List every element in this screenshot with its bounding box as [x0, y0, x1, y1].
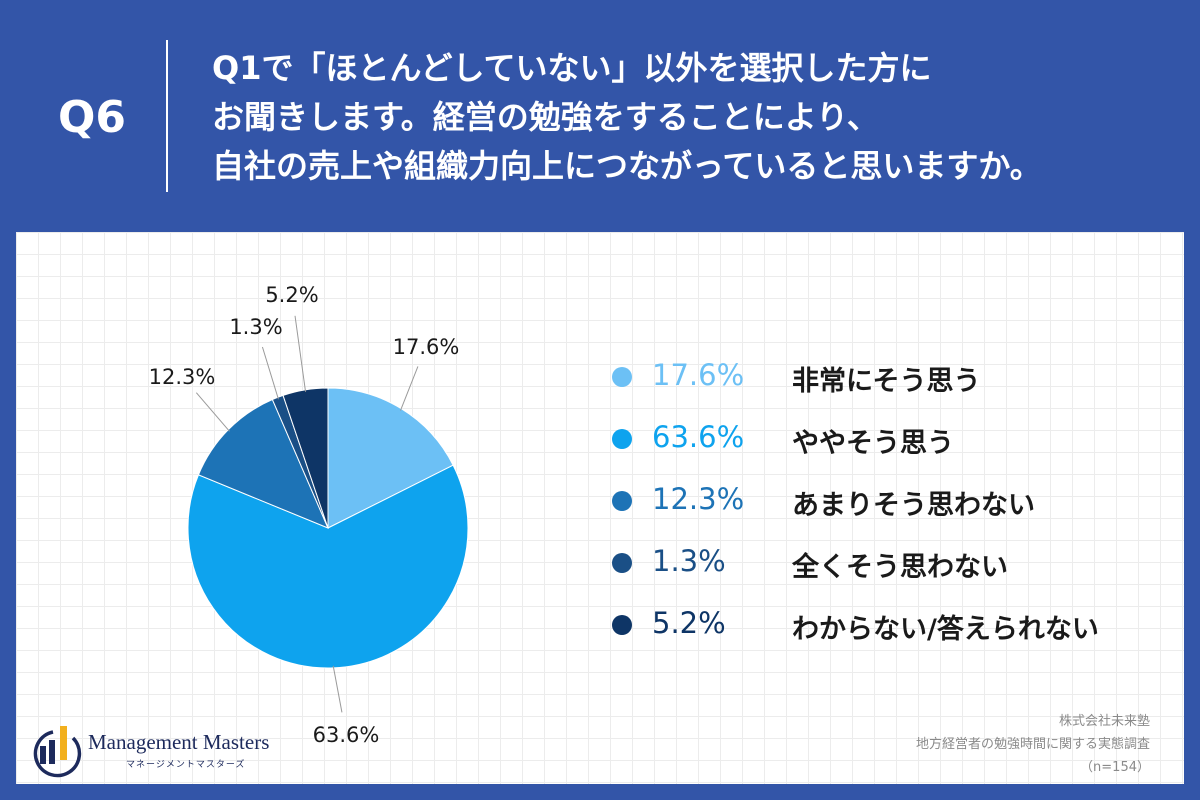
legend-item: 5.2% わからない/答えられない — [612, 606, 1172, 670]
legend-label: 全くそう思わない — [792, 552, 1008, 583]
legend-swatch — [612, 367, 632, 387]
label-leader-line — [294, 315, 307, 392]
legend-label: わからない/答えられない — [792, 614, 1099, 645]
label-leader-line — [400, 366, 419, 411]
source-note: 株式会社未来塾 地方経営者の勉強時間に関する実態調査 （n=154） — [916, 710, 1150, 779]
question-line: 自社の売上や組織力向上につながっていると思いますか。 — [212, 147, 1042, 185]
company-logo: Management Masters マネージメントマスターズ — [26, 722, 326, 782]
header-divider — [166, 40, 168, 192]
slice-value-label: 1.3% — [229, 315, 282, 339]
question-text: Q1で「ほとんどしていない」以外を選択した方に お聞きします。経営の勉強をするこ… — [212, 44, 1172, 191]
question-line: お聞きします。経営の勉強をすることにより、 — [212, 98, 879, 136]
legend-swatch — [612, 429, 632, 449]
logo-subtitle: マネージメントマスターズ — [126, 760, 246, 770]
legend-swatch — [612, 615, 632, 635]
legend-label: あまりそう思わない — [792, 490, 1035, 521]
question-number: Q6 — [58, 92, 127, 143]
legend-swatch — [612, 553, 632, 573]
question-header: Q6 Q1で「ほとんどしていない」以外を選択した方に お聞きします。経営の勉強を… — [0, 0, 1200, 230]
legend-value: 1.3% — [652, 544, 726, 578]
slice-value-label: 5.2% — [265, 283, 318, 307]
slice-value-label: 12.3% — [149, 365, 216, 389]
legend-label: 非常にそう思う — [792, 366, 981, 397]
chart-legend: 17.6% 非常にそう思う 63.6% ややそう思う 12.3% あまりそう思わ… — [612, 358, 1172, 670]
legend-swatch — [612, 491, 632, 511]
legend-item: 12.3% あまりそう思わない — [612, 482, 1172, 546]
logo-mark-icon — [33, 726, 82, 778]
source-survey: 地方経営者の勉強時間に関する実態調査 — [915, 737, 1150, 752]
legend-value: 5.2% — [652, 606, 726, 640]
legend-value: 63.6% — [652, 420, 745, 454]
legend-item: 63.6% ややそう思う — [612, 420, 1172, 484]
legend-label: ややそう思う — [792, 428, 954, 459]
chart-card: 17.6% 63.6% 12.3% 1.3% 5.2% 17.6% 非常にそう思う 63… — [16, 232, 1184, 784]
question-line: Q1で「ほとんどしていない」以外を選択した方に — [212, 49, 932, 87]
source-sample: （n=154） — [1080, 760, 1150, 775]
slice-value-label: 63.6% — [313, 723, 380, 747]
slice-value-label: 17.6% — [393, 335, 460, 359]
legend-item: 1.3% 全くそう思わない — [612, 544, 1172, 608]
legend-item: 17.6% 非常にそう思う — [612, 358, 1172, 422]
source-company: 株式会社未来塾 — [1058, 714, 1150, 729]
label-leader-line — [332, 665, 343, 713]
label-leader-line — [261, 346, 279, 400]
legend-value: 17.6% — [652, 358, 745, 392]
pie-chart: 17.6% 63.6% 12.3% 1.3% 5.2% — [149, 283, 469, 747]
legend-value: 12.3% — [652, 482, 745, 516]
logo-name: Management Masters — [88, 730, 270, 754]
label-leader-line — [195, 392, 230, 432]
